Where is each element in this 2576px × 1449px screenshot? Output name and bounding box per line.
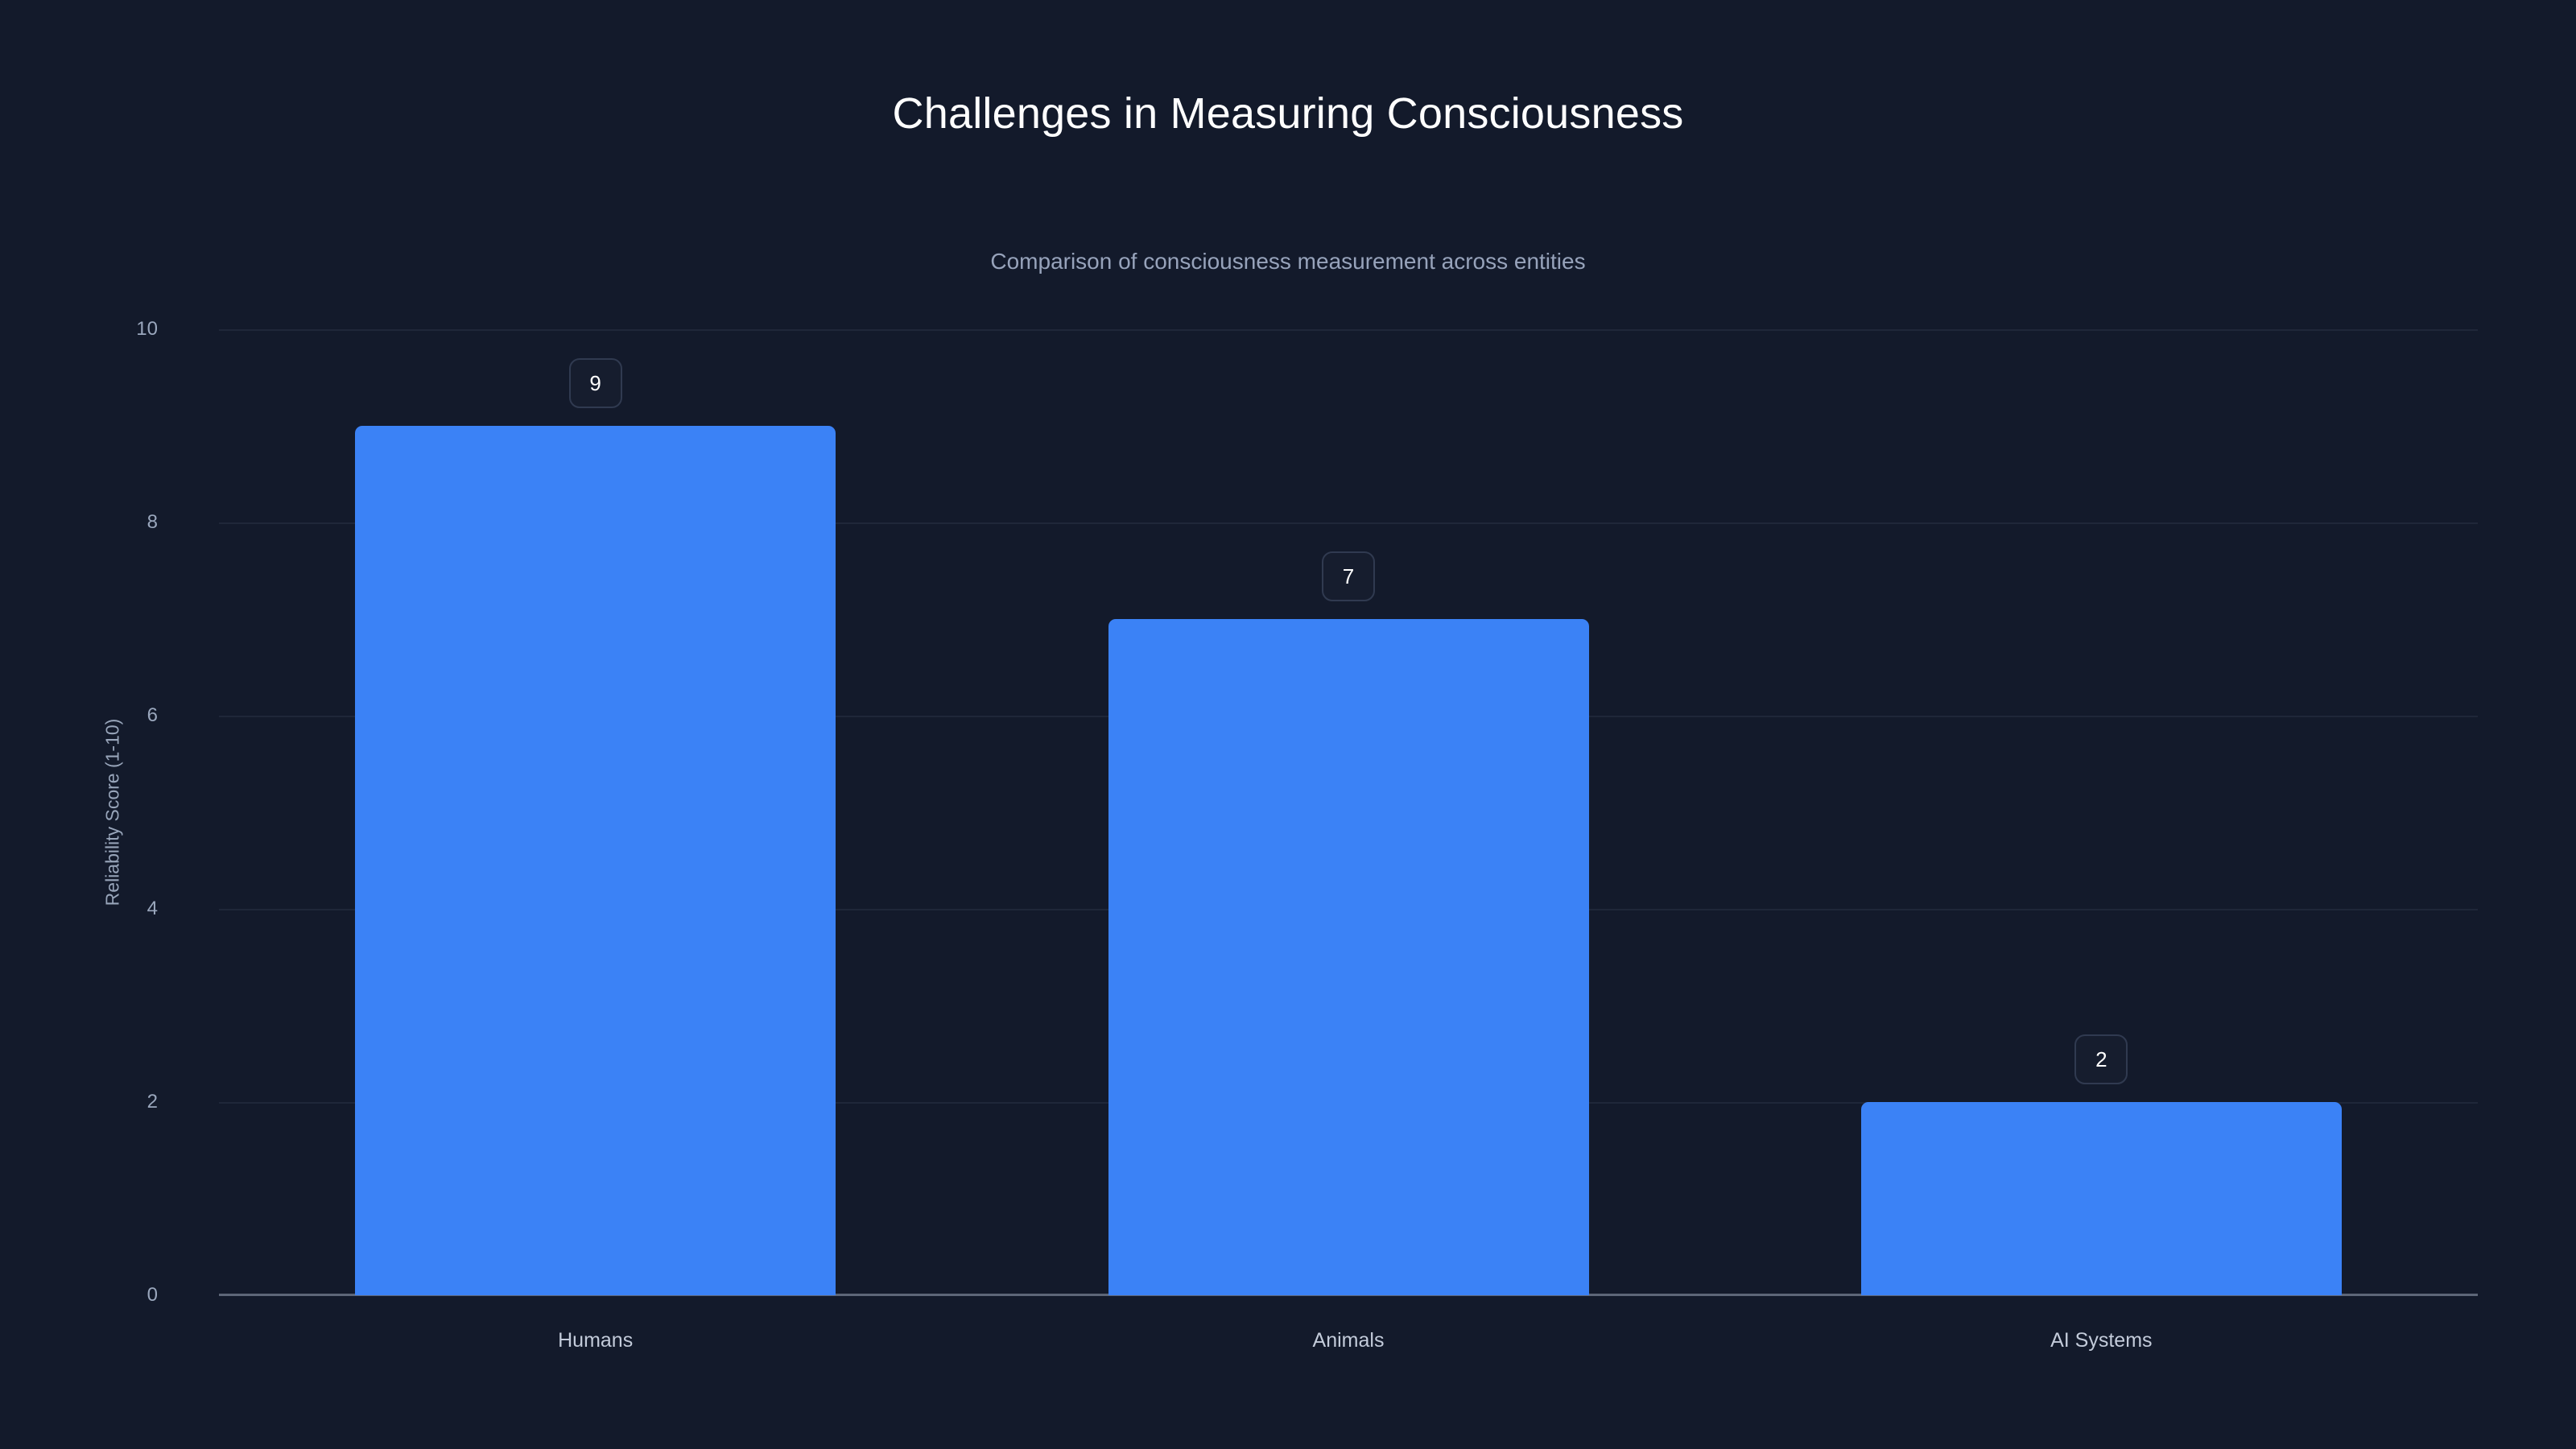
- bar-value-label: 9: [568, 358, 622, 408]
- gridline: [219, 329, 2478, 331]
- bar[interactable]: [355, 426, 836, 1295]
- bar-value-label: 2: [2074, 1034, 2128, 1084]
- y-axis-tick-label: 10: [136, 318, 158, 340]
- chart-title: Challenges in Measuring Consciousness: [892, 89, 1684, 138]
- gridline: [219, 522, 2478, 524]
- y-axis-tick-label: 4: [147, 898, 158, 919]
- bar[interactable]: [1108, 619, 1589, 1295]
- y-axis-tick-label: 8: [147, 511, 158, 533]
- chart-subtitle: Comparison of consciousness measurement …: [990, 249, 1586, 274]
- y-axis-tick-label: 6: [147, 704, 158, 726]
- x-axis-tick-label: Animals: [1312, 1329, 1385, 1352]
- bar[interactable]: [1860, 1102, 2342, 1295]
- bar-value-label: 7: [1322, 551, 1375, 601]
- y-axis-tick-label: 2: [147, 1091, 158, 1113]
- x-axis-tick-label: Humans: [558, 1329, 634, 1352]
- plot-area: [219, 329, 2478, 1296]
- x-axis-tick-label: AI Systems: [2050, 1329, 2153, 1352]
- y-axis-title: Reliability Score (1-10): [101, 718, 123, 906]
- y-axis-tick-label: 0: [147, 1284, 158, 1306]
